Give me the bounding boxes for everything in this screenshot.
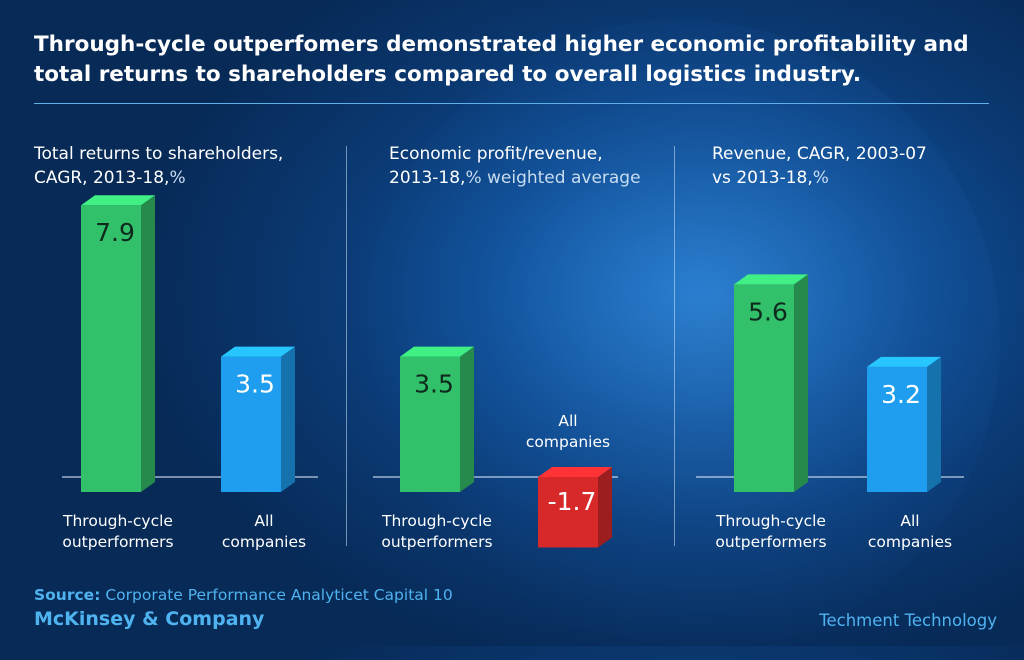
bar-front	[221, 356, 281, 492]
credit-text: Techment Technology	[819, 611, 997, 630]
bar-side	[598, 467, 612, 548]
bar-side	[460, 346, 474, 492]
company-name: McKinsey & Company	[34, 608, 265, 630]
category-label-outperformers: Through-cycle outperformers	[715, 512, 827, 551]
bar-top	[400, 346, 474, 357]
panel-divider	[674, 146, 675, 546]
bar-side	[794, 274, 808, 492]
bar-charts: 7.9 3.5 3.5 -1.7 5.6 3.2	[62, 195, 964, 548]
bar-front	[867, 366, 927, 492]
bar-top	[867, 356, 941, 367]
title-divider	[34, 103, 989, 104]
category-label-outperformers: Through-cycle outperformers	[62, 512, 174, 551]
bar-front	[81, 205, 141, 493]
panel-title-unit: % weighted average	[465, 168, 641, 188]
bar-side	[281, 346, 295, 492]
panel-title-line1: Economic profit/revenue,	[389, 144, 603, 164]
category-label-all-companies: All companies	[221, 512, 307, 551]
panel-title-tsr: Total returns to shareholders, CAGR, 201…	[34, 142, 283, 190]
bar-top	[221, 346, 295, 357]
bar-value-label: 5.6	[748, 297, 788, 326]
bar-front	[538, 477, 598, 548]
category-label-all-companies: All companies	[525, 412, 611, 451]
bar-side	[927, 356, 941, 492]
panel-title-economic-profit: Economic profit/revenue, 2013-18,% weigh…	[389, 142, 641, 190]
background-globe	[360, 20, 1000, 660]
panel-title-unit: %	[812, 168, 829, 188]
category-label-all-companies: All companies	[867, 512, 953, 551]
page-title: Through-cycle outperfomers demonstrated …	[34, 32, 969, 87]
panel-title-line2: vs 2013-18,	[712, 168, 813, 188]
bar-value-label: -1.7	[548, 487, 597, 516]
bar-value-label: 3.5	[414, 370, 454, 399]
bar-value-label: 3.2	[881, 380, 921, 409]
bar-top	[81, 195, 155, 206]
bar-top	[538, 467, 612, 477]
panel-title-line2: 2013-18,	[389, 168, 466, 188]
bar-value-label: 7.9	[95, 218, 135, 247]
panel-title-line1: Total returns to shareholders,	[34, 144, 284, 164]
source-note: Source: Corporate Performance Analyticet…	[34, 586, 453, 604]
panel-title-line1: Revenue, CAGR, 2003-07	[712, 144, 927, 164]
bar-front	[734, 284, 794, 492]
category-label-outperformers: Through-cycle outperformers	[381, 512, 493, 551]
panel-title-line2: CAGR, 2013-18,	[34, 168, 170, 188]
panel-divider	[346, 146, 347, 546]
panel-title-revenue-cagr: Revenue, CAGR, 2003-07 vs 2013-18,%	[712, 142, 927, 190]
bar-front	[400, 356, 460, 492]
bar-top	[734, 274, 808, 285]
source-text: Corporate Performance Analyticet Capital…	[100, 586, 453, 604]
panel-title-unit: %	[169, 168, 186, 188]
bar-side	[141, 195, 155, 493]
bar-value-label: 3.5	[235, 370, 275, 399]
source-label: Source:	[34, 586, 101, 604]
